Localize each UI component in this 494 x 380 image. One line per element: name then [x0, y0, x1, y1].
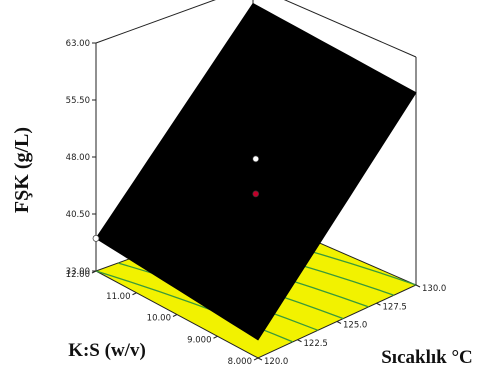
- x-tick-label: 120.0: [264, 357, 288, 367]
- x-tick-mark: [376, 302, 381, 306]
- frame-edge: [95, 0, 216, 44]
- y-tick-label: 10.00: [147, 314, 171, 324]
- design-point: [252, 155, 260, 163]
- y-tick-mark: [172, 314, 178, 317]
- y-tick-label: 12.00: [66, 270, 90, 280]
- y-tick-label: 8.000: [228, 357, 252, 367]
- x-tick-mark: [257, 357, 263, 361]
- frame-edge: [283, 0, 417, 58]
- design-points: [92, 155, 260, 242]
- x-tick-label: 127.5: [383, 302, 407, 312]
- x-axis-title: Sıcaklık °C: [381, 347, 473, 368]
- y-tick-label: 9.000: [187, 335, 211, 345]
- axis-ticks: 33.00 40.50 48.00 55.50 63.00 8.000 9.000 10.00…: [66, 39, 447, 367]
- design-point: [92, 234, 100, 242]
- z-tick-label: 63.00: [66, 39, 90, 49]
- y-tick-label: 11.00: [106, 292, 130, 302]
- x-tick-label: 130.0: [422, 284, 446, 294]
- z-tick-label: 40.50: [66, 210, 90, 220]
- x-tick-label: 122.5: [304, 339, 328, 349]
- x-tick-label: 125.0: [343, 321, 367, 331]
- y-tick-mark: [253, 357, 259, 361]
- response-surface: [95, 2, 417, 341]
- y-tick-mark: [213, 335, 218, 339]
- x-tick-mark: [415, 284, 421, 288]
- z-tick-label: 33.00: [66, 267, 90, 277]
- z-axis-title: FŞK (g/L): [11, 127, 33, 213]
- y-tick-mark: [91, 270, 97, 274]
- design-point: [252, 190, 260, 198]
- y-axis-title: K:S (w/v): [68, 340, 146, 361]
- x-tick-mark: [336, 321, 342, 324]
- x-tick-mark: [297, 339, 302, 343]
- surface-patch: [95, 2, 417, 341]
- y-tick-mark: [132, 292, 137, 296]
- floor-contour-line: [95, 270, 294, 343]
- z-tick-label: 55.50: [66, 96, 90, 106]
- z-tick-label: 48.00: [66, 153, 90, 163]
